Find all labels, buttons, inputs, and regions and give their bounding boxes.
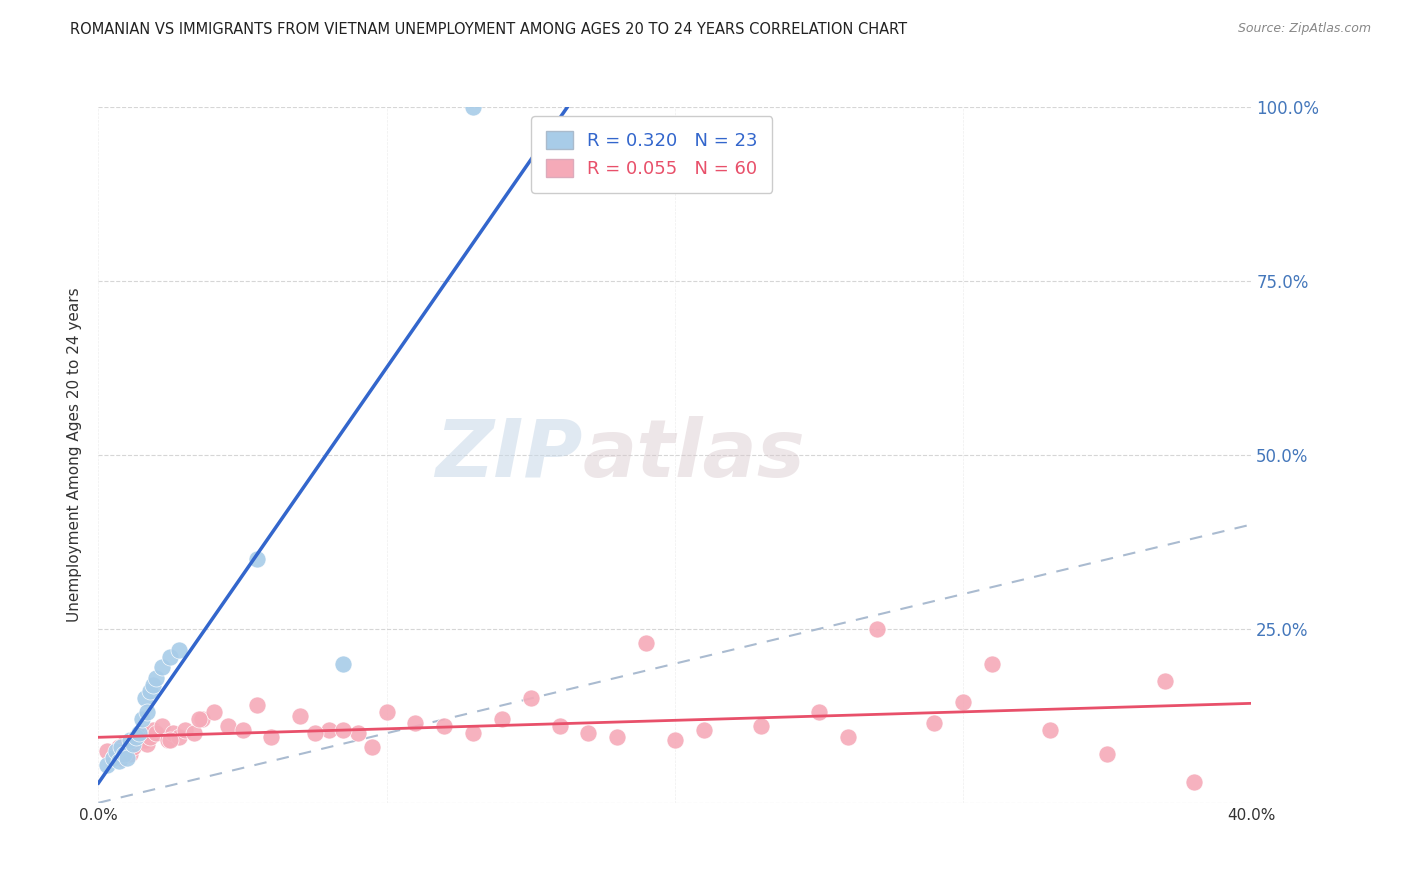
Point bbox=[866, 622, 889, 636]
Point bbox=[807, 706, 830, 720]
Point bbox=[104, 747, 127, 761]
Text: ROMANIAN VS IMMIGRANTS FROM VIETNAM UNEMPLOYMENT AMONG AGES 20 TO 24 YEARS CORRE: ROMANIAN VS IMMIGRANTS FROM VIETNAM UNEM… bbox=[70, 22, 907, 37]
Point bbox=[134, 691, 156, 706]
Point bbox=[606, 730, 628, 744]
Point bbox=[548, 719, 571, 733]
Point bbox=[183, 726, 205, 740]
Text: Source: ZipAtlas.com: Source: ZipAtlas.com bbox=[1237, 22, 1371, 36]
Point bbox=[332, 657, 354, 671]
Point bbox=[202, 706, 225, 720]
Point bbox=[122, 737, 145, 751]
Point bbox=[751, 719, 773, 733]
Point bbox=[150, 660, 173, 674]
Point bbox=[318, 723, 340, 737]
Point bbox=[136, 737, 159, 751]
Point bbox=[128, 730, 150, 744]
Point bbox=[231, 723, 254, 737]
Point bbox=[112, 737, 135, 751]
Point bbox=[145, 671, 167, 685]
Point bbox=[159, 733, 181, 747]
Point bbox=[134, 733, 156, 747]
Point bbox=[107, 754, 129, 768]
Point bbox=[167, 730, 190, 744]
Point bbox=[922, 715, 945, 730]
Point bbox=[117, 750, 139, 764]
Point bbox=[150, 719, 173, 733]
Point bbox=[290, 708, 312, 723]
Text: atlas: atlas bbox=[582, 416, 806, 494]
Point bbox=[304, 726, 326, 740]
Point bbox=[136, 706, 159, 720]
Point bbox=[188, 712, 211, 726]
Point bbox=[952, 695, 974, 709]
Point bbox=[162, 726, 184, 740]
Point bbox=[491, 712, 513, 726]
Point bbox=[461, 100, 484, 114]
Point bbox=[332, 723, 354, 737]
Point bbox=[664, 733, 686, 747]
Point bbox=[107, 740, 129, 755]
Point bbox=[125, 730, 148, 744]
Point bbox=[122, 740, 145, 755]
Point bbox=[96, 757, 118, 772]
Point bbox=[361, 740, 384, 755]
Point bbox=[159, 649, 181, 664]
Point bbox=[131, 726, 153, 740]
Point bbox=[246, 698, 269, 713]
Point bbox=[1038, 723, 1062, 737]
Point bbox=[104, 744, 127, 758]
Point bbox=[346, 726, 368, 740]
Point bbox=[837, 730, 859, 744]
Point bbox=[433, 719, 456, 733]
Point bbox=[578, 726, 600, 740]
Point bbox=[101, 750, 124, 764]
Point bbox=[461, 726, 484, 740]
Point bbox=[139, 684, 162, 698]
Point bbox=[217, 719, 239, 733]
Point bbox=[167, 642, 190, 657]
Point bbox=[131, 712, 153, 726]
Point bbox=[145, 726, 167, 740]
Point bbox=[110, 740, 132, 755]
Point bbox=[174, 723, 197, 737]
Point bbox=[125, 733, 148, 747]
Y-axis label: Unemployment Among Ages 20 to 24 years: Unemployment Among Ages 20 to 24 years bbox=[67, 287, 83, 623]
Point bbox=[981, 657, 1004, 671]
Point bbox=[1097, 747, 1119, 761]
Point bbox=[191, 712, 214, 726]
Point bbox=[156, 733, 179, 747]
Text: ZIP: ZIP bbox=[436, 416, 582, 494]
Point bbox=[636, 636, 658, 650]
Point bbox=[120, 733, 142, 747]
Point bbox=[1153, 674, 1175, 689]
Point bbox=[693, 723, 716, 737]
Point bbox=[101, 750, 124, 764]
Point bbox=[112, 747, 135, 761]
Point bbox=[128, 726, 150, 740]
Point bbox=[142, 723, 165, 737]
Point bbox=[246, 552, 269, 566]
Point bbox=[139, 730, 162, 744]
Point bbox=[110, 750, 132, 764]
Point bbox=[260, 730, 283, 744]
Point bbox=[120, 747, 142, 761]
Point bbox=[96, 744, 118, 758]
Legend: R = 0.320   N = 23, R = 0.055   N = 60: R = 0.320 N = 23, R = 0.055 N = 60 bbox=[531, 116, 772, 193]
Point bbox=[405, 715, 427, 730]
Point bbox=[142, 677, 165, 691]
Point bbox=[1182, 775, 1205, 789]
Point bbox=[520, 691, 543, 706]
Point bbox=[117, 744, 139, 758]
Point bbox=[375, 706, 398, 720]
